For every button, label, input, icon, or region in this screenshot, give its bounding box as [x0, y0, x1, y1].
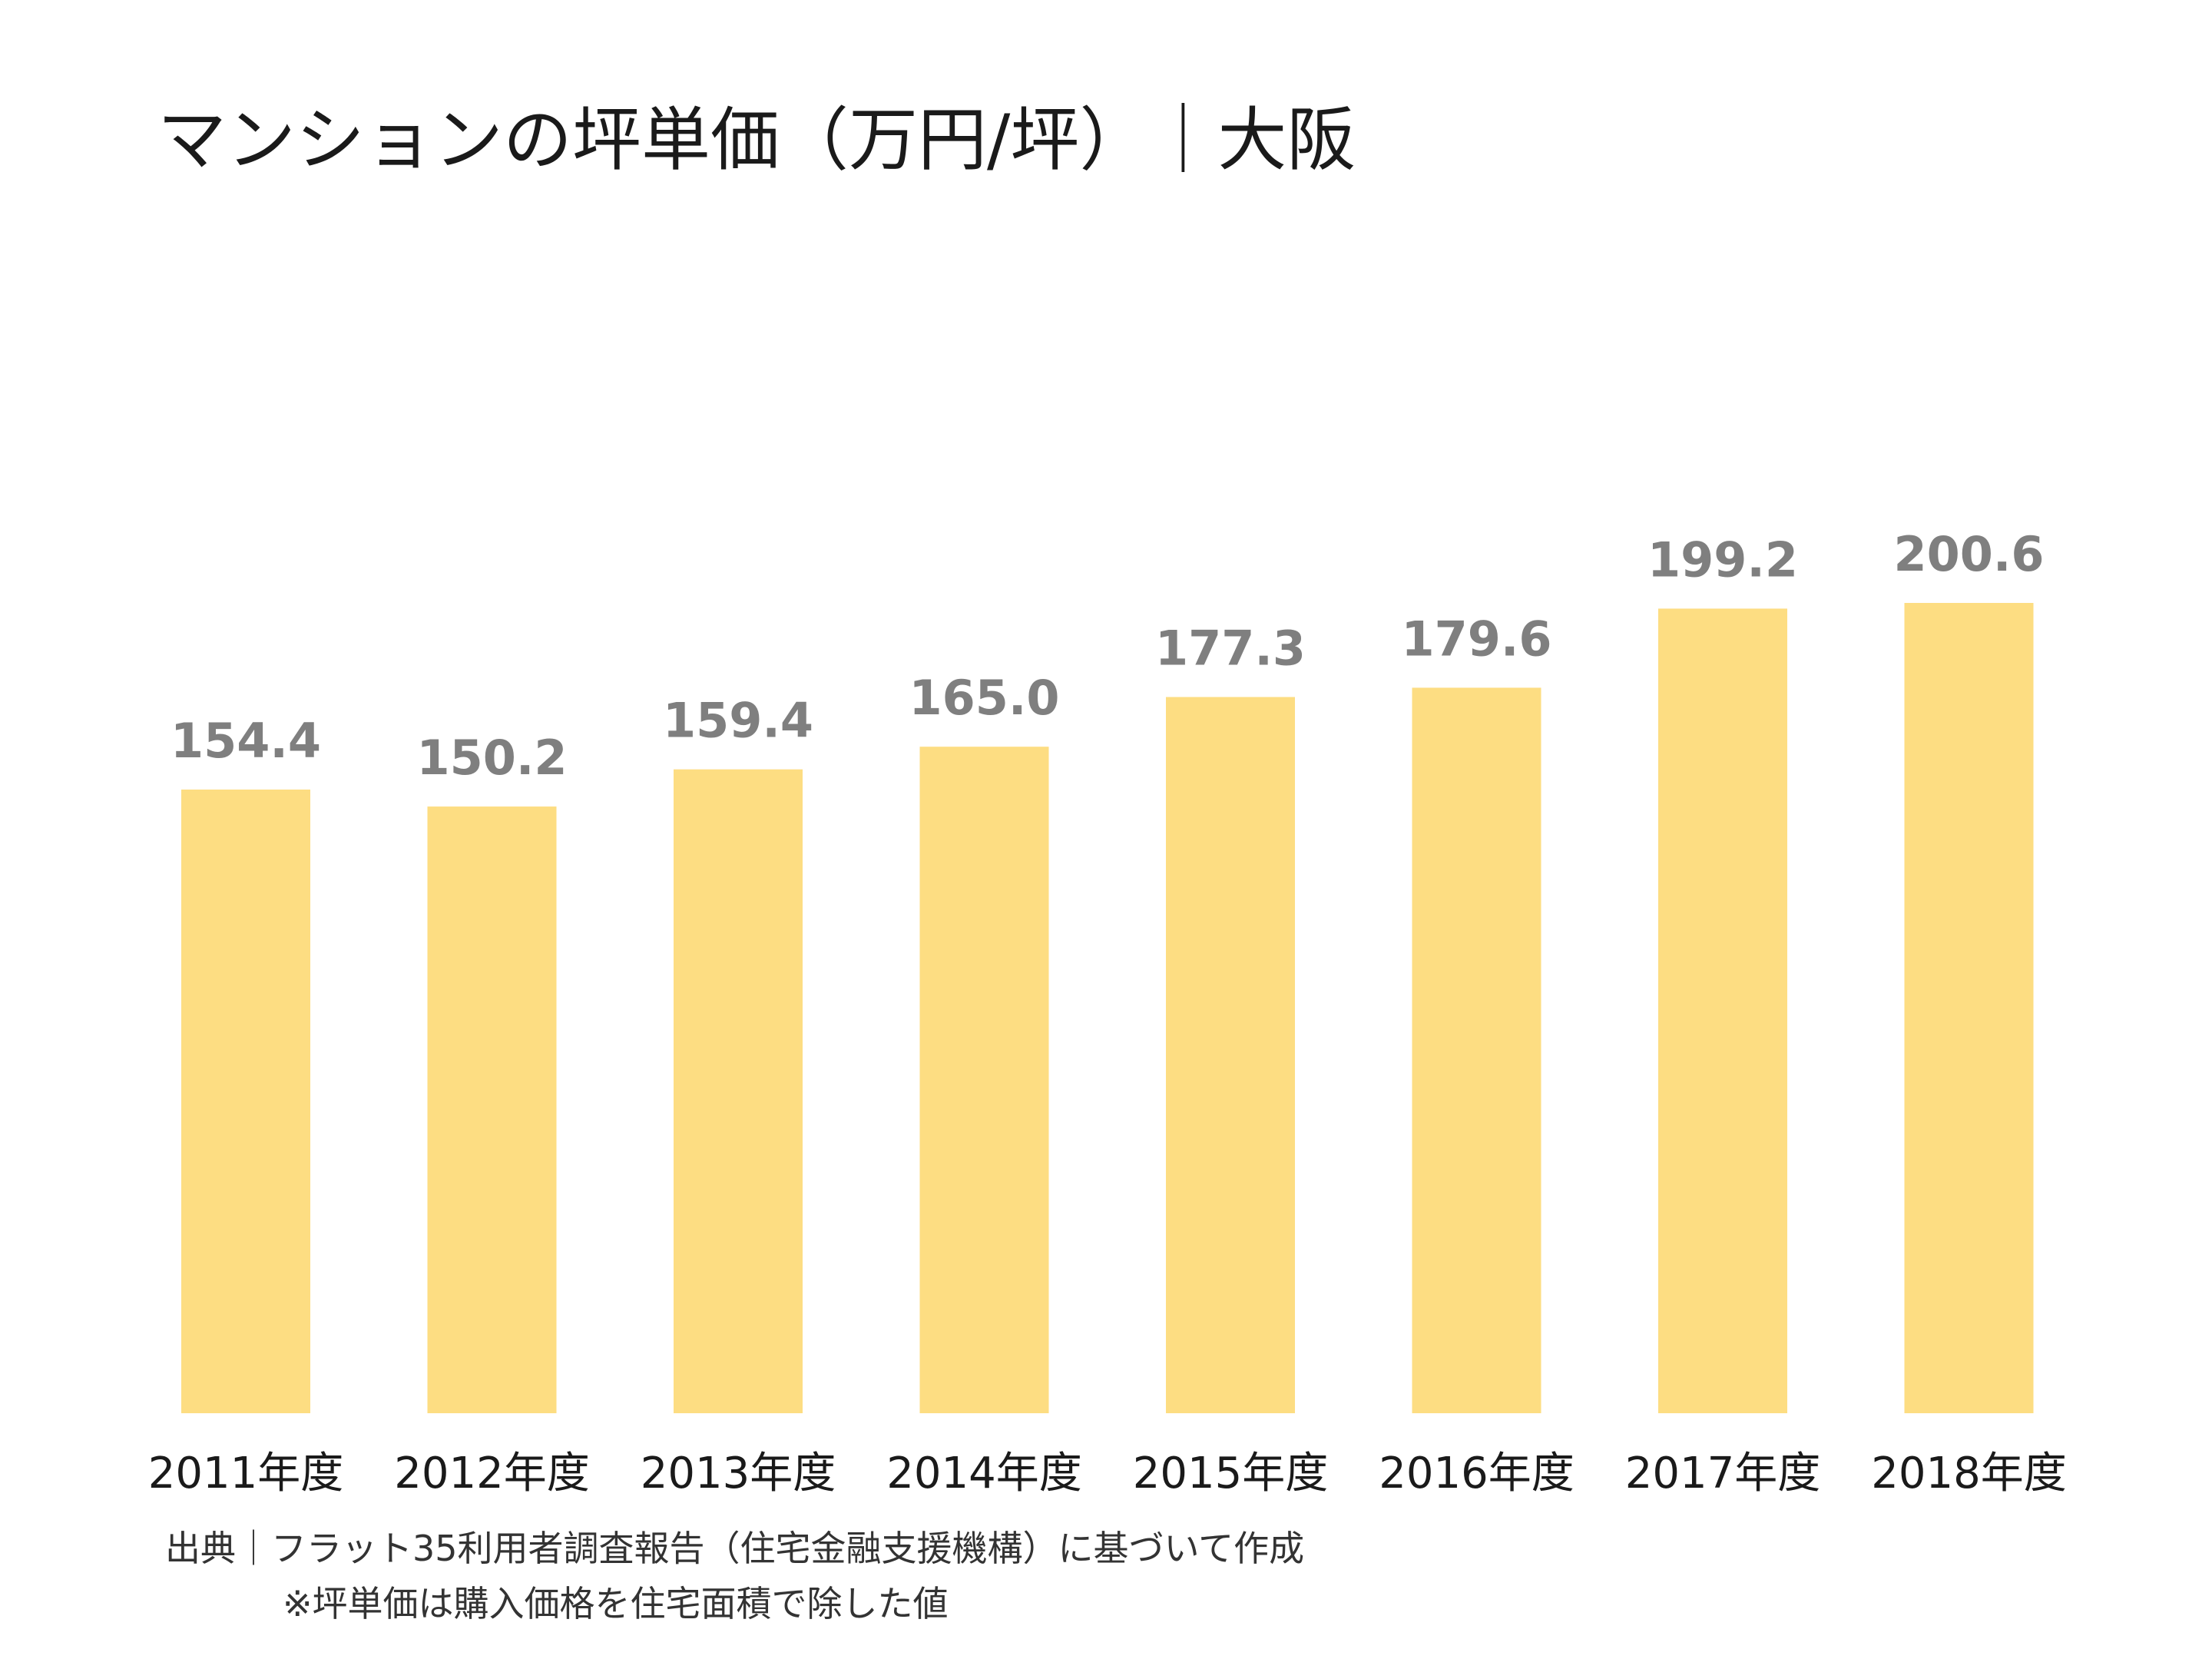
bar-2015年度 [1166, 697, 1295, 1413]
value-label-2014年度: 165.0 [909, 670, 1059, 726]
source-note: 出典｜フラット35利用者調査報告（住宅金融支援機構）に基づいて作成 [165, 1528, 1305, 1569]
x-tick-label-2016年度: 2016年度 [1379, 1449, 1575, 1498]
chart-title: マンションの坪単価（万円/坪）｜大阪 [157, 100, 1356, 180]
x-tick-label-2011年度: 2011年度 [148, 1449, 344, 1498]
x-tick-label-2014年度: 2014年度 [886, 1449, 1082, 1498]
value-label-2013年度: 159.4 [663, 693, 813, 749]
bar-2018年度 [1904, 603, 2034, 1413]
value-labels-group: 154.4 150.2 159.4 165.0 177.3 179.6 199.2 200.6 [171, 526, 2045, 786]
x-tick-label-2018年度: 2018年度 [1871, 1449, 2067, 1498]
x-tick-label-2012年度: 2012年度 [394, 1449, 590, 1498]
value-label-2016年度: 179.6 [1401, 611, 1551, 667]
footnote: ※坪単価は購入価格を住宅面積で除した値 [283, 1583, 949, 1624]
value-label-2012年度: 150.2 [416, 730, 567, 786]
x-tick-label-2017年度: 2017年度 [1625, 1449, 1821, 1498]
value-label-2017年度: 199.2 [1647, 531, 1798, 588]
x-axis-tick-labels: 2011年度 2012年度 2013年度 2014年度 2015年度 2016年度 2017… [148, 1449, 2067, 1498]
x-tick-label-2015年度: 2015年度 [1133, 1449, 1329, 1498]
bars-group [181, 603, 2034, 1413]
value-label-2018年度: 200.6 [1893, 526, 2044, 582]
bar-2013年度 [674, 769, 803, 1413]
bar-2016年度 [1412, 687, 1541, 1413]
bar-2011年度 [181, 790, 310, 1413]
x-tick-label-2013年度: 2013年度 [641, 1449, 836, 1498]
value-label-2011年度: 154.4 [171, 713, 321, 769]
bar-2014年度 [919, 747, 1049, 1413]
bar-2017年度 [1658, 608, 1787, 1413]
value-label-2015年度: 177.3 [1155, 621, 1306, 677]
bar-2012年度 [427, 806, 557, 1413]
